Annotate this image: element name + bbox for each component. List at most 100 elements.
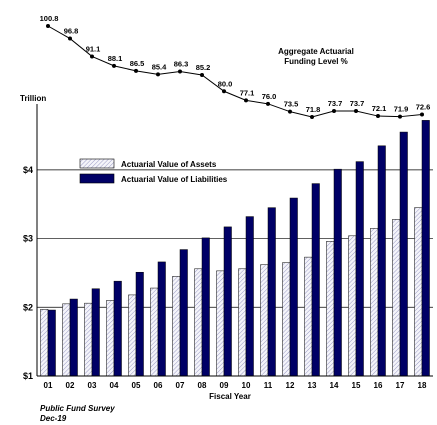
bar-assets <box>62 303 71 377</box>
funding-level-point <box>178 69 182 74</box>
bar-assets <box>128 294 137 377</box>
chart-title-line-1: Aggregate Actuarial <box>278 47 354 56</box>
funding-level-value: 76.0 <box>262 92 277 101</box>
funding-level-value: 80.0 <box>218 79 233 88</box>
funding-level-point <box>68 36 72 41</box>
x-tick-label: 08 <box>198 381 207 390</box>
funding-level-point <box>244 98 248 103</box>
y-axis-label: Trillion <box>20 94 46 103</box>
x-tick-label: 14 <box>330 381 339 390</box>
x-tick-label: 09 <box>220 381 229 390</box>
funding-level-point <box>332 109 336 114</box>
funding-level-point <box>288 109 292 114</box>
funding-level-value: 77.1 <box>240 88 255 97</box>
x-tick-label: 04 <box>110 381 119 390</box>
y-tick-label: $1 <box>23 371 33 381</box>
y-tick-label: $2 <box>23 302 33 312</box>
y-tick-label: $4 <box>23 165 33 175</box>
bar-liabilities <box>245 216 254 377</box>
funding-level-point <box>90 54 94 59</box>
bar-liabilities <box>135 271 144 377</box>
x-tick-label: 02 <box>66 381 75 390</box>
bar-assets <box>370 228 379 377</box>
x-tick-label: 16 <box>374 381 383 390</box>
funding-level-value: 86.3 <box>174 60 189 69</box>
legend-label-assets: Actuarial Value of Assets <box>121 160 217 169</box>
bar-assets <box>106 300 115 377</box>
funding-level-value: 100.8 <box>40 14 59 23</box>
bar-assets <box>84 302 93 377</box>
chart-title-line-2: Funding Level % <box>284 57 348 66</box>
x-tick-label: 06 <box>154 381 163 390</box>
y-tick-label: $3 <box>23 234 33 244</box>
legend: Actuarial Value of Assets Actuarial Valu… <box>79 158 228 184</box>
funding-level-value: 96.8 <box>64 27 79 36</box>
funding-level-value: 72.6 <box>416 102 431 111</box>
bar-liabilities <box>399 131 408 377</box>
x-tick-label: 17 <box>396 381 405 390</box>
legend-swatch-liabilities <box>79 173 115 184</box>
x-axis-label: Fiscal Year <box>209 392 251 401</box>
x-tick-label: 05 <box>132 381 141 390</box>
x-tick-label: 10 <box>242 381 251 390</box>
bar-liabilities <box>201 237 210 377</box>
bar-assets <box>304 256 313 377</box>
x-tick-label: 18 <box>418 381 427 390</box>
bar-liabilities <box>421 120 430 377</box>
bar-liabilities <box>377 145 386 377</box>
funding-level-value: 73.5 <box>284 100 299 109</box>
bar-liabilities <box>289 197 298 377</box>
bar-assets <box>348 235 357 377</box>
bar-liabilities <box>91 288 100 377</box>
funding-level-point <box>46 24 50 28</box>
funding-level-point <box>310 115 314 119</box>
bar-liabilities <box>267 207 276 377</box>
funding-level-value: 91.1 <box>86 44 101 53</box>
funding-level-value: 71.8 <box>306 105 321 114</box>
bar-assets <box>172 276 181 377</box>
bar-assets <box>326 241 335 377</box>
bar-liabilities <box>311 183 320 377</box>
funding-level-value: 72.1 <box>372 104 387 113</box>
bar-assets <box>260 264 269 377</box>
funding-level-point <box>222 89 226 94</box>
x-tick-label: 13 <box>308 381 317 390</box>
bar-assets <box>194 268 203 377</box>
x-tick-label: 03 <box>88 381 97 390</box>
x-tick-label: 12 <box>286 381 295 390</box>
funding-level-point <box>266 101 270 106</box>
funding-level-value: 85.4 <box>152 62 167 71</box>
funding-level-value: 73.7 <box>328 99 343 108</box>
funding-level-point <box>156 72 160 77</box>
bar-assets <box>392 219 401 377</box>
source-label: Public Fund Survey <box>40 404 115 413</box>
funding-level-line <box>47 25 423 118</box>
x-tick-label: 01 <box>44 381 53 390</box>
bar-assets <box>216 270 225 377</box>
funding-level-value: 71.9 <box>394 105 409 114</box>
funding-level-value: 73.7 <box>350 99 365 108</box>
bar-assets <box>282 262 291 377</box>
bar-assets <box>40 309 49 377</box>
bar-assets <box>414 207 423 377</box>
bar-liabilities <box>223 226 232 377</box>
bar-liabilities <box>47 309 56 377</box>
funding-level-point <box>420 112 424 117</box>
bar-assets <box>150 287 159 377</box>
bar-liabilities <box>179 249 188 377</box>
funding-level-point <box>354 109 358 114</box>
bar-assets <box>238 268 247 377</box>
bar-liabilities <box>69 298 78 377</box>
legend-swatch-assets <box>79 158 115 169</box>
x-tick-label: 11 <box>264 381 273 390</box>
source-date: Dec-19 <box>40 414 67 423</box>
funding-level-value: 88.1 <box>108 54 123 63</box>
funding-level-point <box>200 72 204 77</box>
bar-liabilities <box>355 161 364 377</box>
funding-level-point <box>112 63 116 68</box>
funding-level-point <box>134 68 138 73</box>
x-tick-label: 07 <box>176 381 185 390</box>
funding-level-point <box>376 114 380 119</box>
legend-label-liabilities: Actuarial Value of Liabilities <box>121 175 228 184</box>
